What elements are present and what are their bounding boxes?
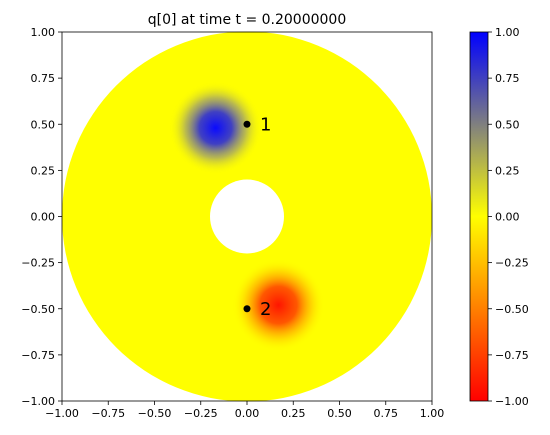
colorbar-tick-label: −0.25 (495, 257, 529, 270)
colorbar-tick-label: 1.00 (495, 26, 520, 39)
x-tick-label: 0.75 (374, 407, 399, 420)
y-tick-label: 0.75 (31, 72, 56, 85)
x-tick-label: 0.50 (327, 407, 352, 420)
x-axis: −1.00 −0.75 −0.50 −0.25 0.00 0.25 0.50 0.75 1.00 (45, 401, 444, 420)
y-tick-label: 0.00 (31, 211, 56, 224)
chart-title: q[0] at time t = 0.20000000 (148, 12, 347, 28)
x-tick-label: −0.50 (138, 407, 172, 420)
colorbar-tick-label: 0.25 (495, 164, 520, 177)
colorbar-tick-label: −0.50 (495, 303, 529, 316)
y-tick-label: −0.50 (21, 303, 55, 316)
colorbar-gradient (469, 31, 489, 402)
x-tick-label: −0.25 (184, 407, 218, 420)
y-tick-label: 0.25 (31, 164, 56, 177)
plot-area: 12 (61, 31, 433, 402)
colorbar-tick-label: −0.75 (495, 349, 529, 362)
y-tick-label: −1.00 (21, 395, 55, 408)
colorbar-tick-label: 0.75 (495, 72, 520, 85)
x-tick-label: 0.00 (235, 407, 260, 420)
y-tick-label: 1.00 (31, 26, 56, 39)
colorbar: 1.00 0.75 0.50 0.25 0.00 −0.25 −0.50 −0.75 −1.00 (469, 26, 529, 408)
colorbar-tick-label: −1.00 (495, 395, 529, 408)
x-tick-label: −0.75 (91, 407, 125, 420)
marker-label-1: 1 (260, 114, 271, 135)
colorbar-tick-label: 0.00 (495, 211, 520, 224)
x-tick-label: 0.25 (281, 407, 306, 420)
y-axis: −1.00 −0.75 −0.50 −0.25 0.00 0.25 0.50 0.75 1.00 (21, 26, 62, 408)
y-tick-label: −0.75 (21, 349, 55, 362)
field-blob-2 (232, 258, 325, 352)
y-tick-label: 0.50 (31, 118, 56, 131)
colorbar-tick-label: 0.50 (495, 118, 520, 131)
marker-point-2 (243, 305, 251, 313)
marker-label-2: 2 (260, 299, 271, 320)
y-tick-label: −0.25 (21, 257, 55, 270)
x-tick-label: −1.00 (45, 407, 79, 420)
marker-point-1 (243, 120, 251, 128)
x-tick-label: 1.00 (420, 407, 445, 420)
field-blobs (169, 81, 325, 352)
domain-hole (210, 179, 284, 254)
field-blob-1 (169, 81, 262, 175)
